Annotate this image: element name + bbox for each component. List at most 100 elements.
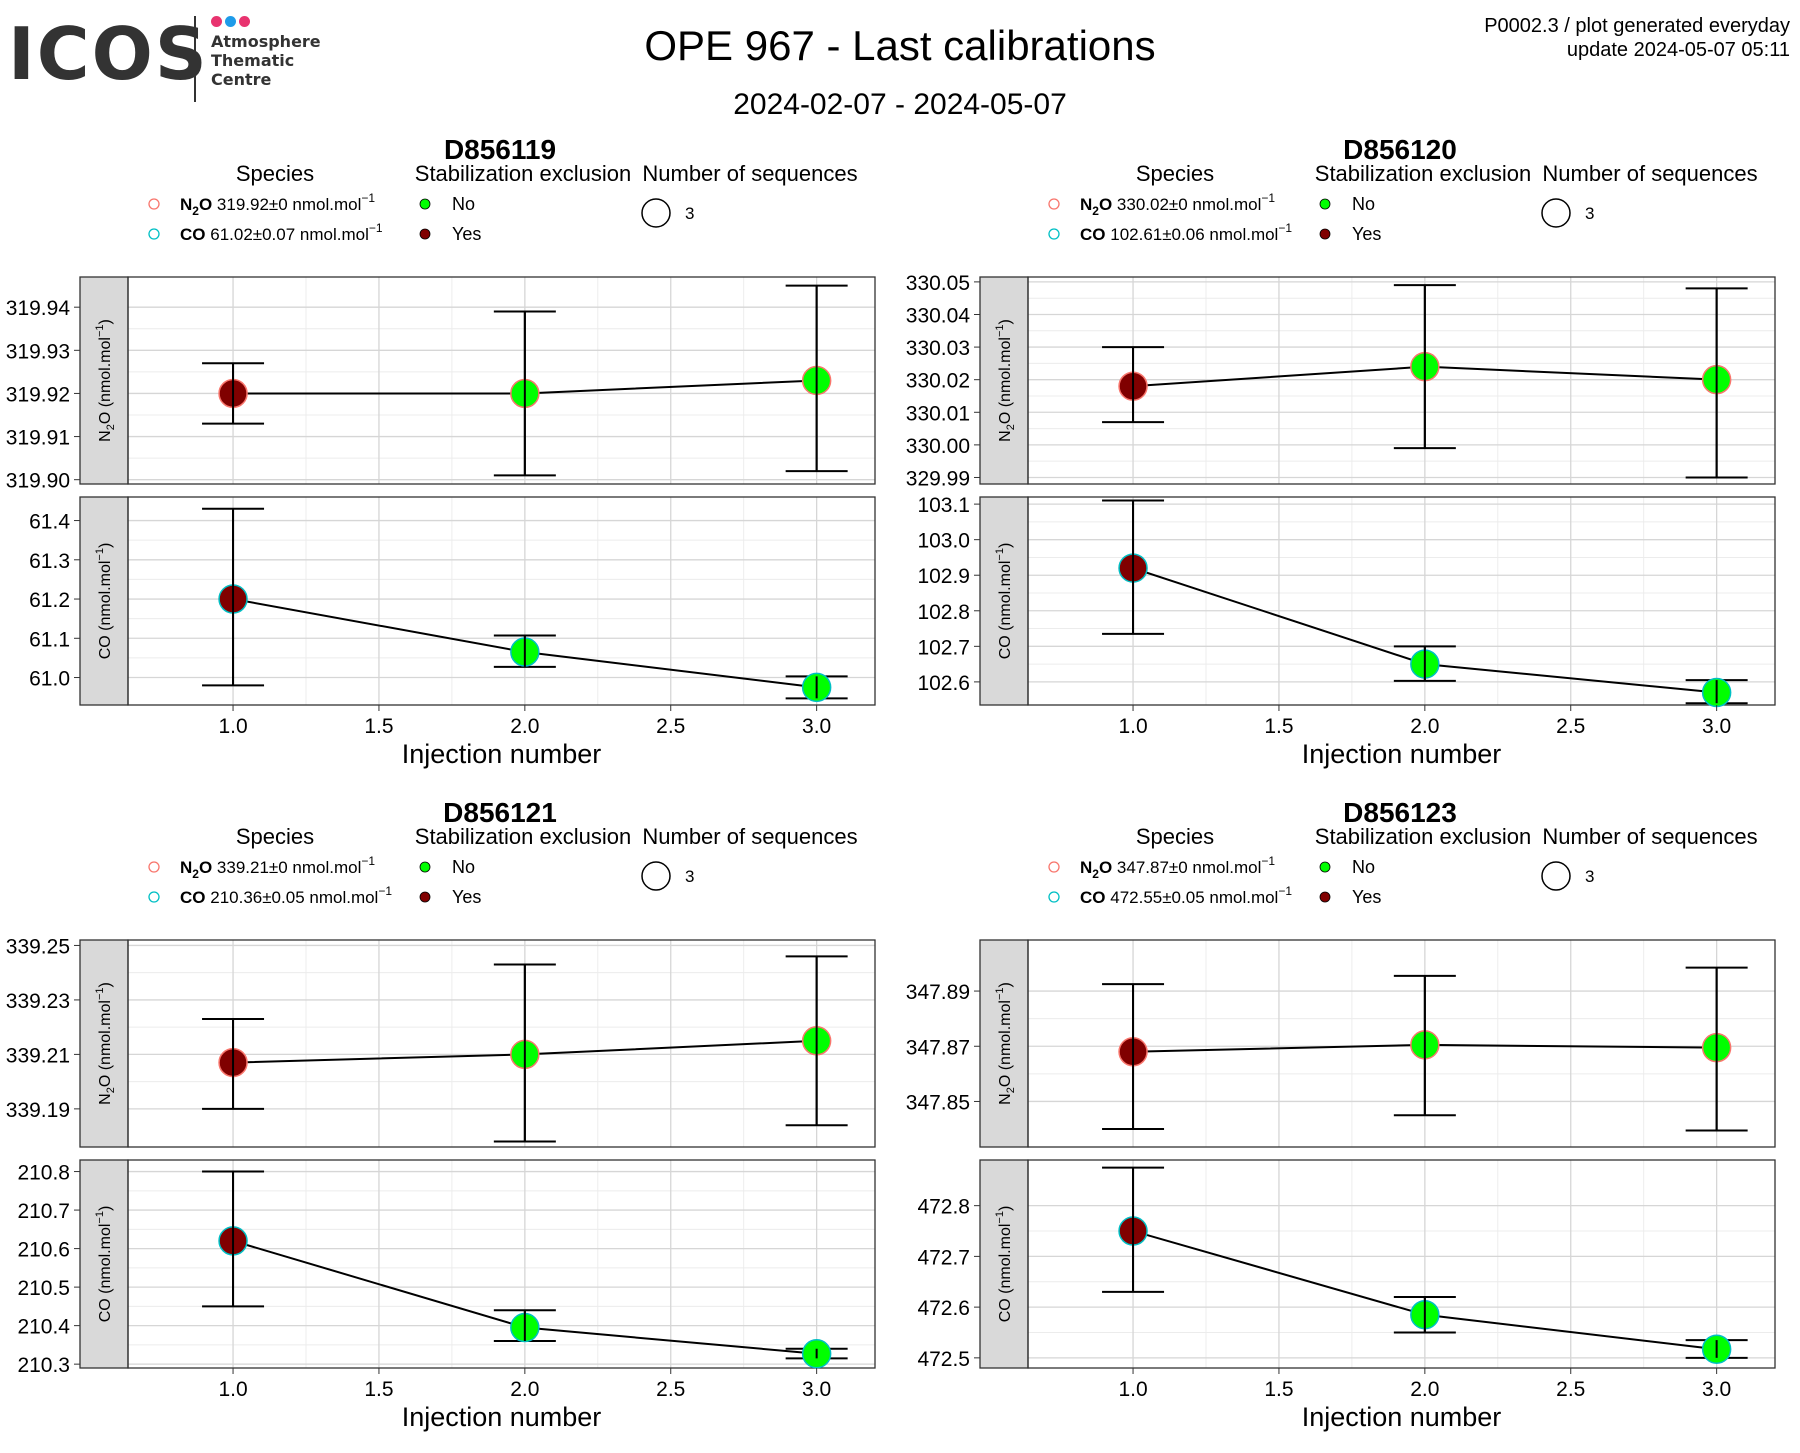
info-line-1: P0002.3 / plot generated everyday xyxy=(1484,15,1790,37)
y-tick-label: 347.87 xyxy=(906,1036,970,1059)
legend-sequences-key xyxy=(641,861,671,891)
logo-line-2: Thematic xyxy=(211,51,295,70)
y-tick-label: 319.90 xyxy=(6,470,70,493)
chart-svg-2: D856120 Species Stabilization exclusion Num… xyxy=(906,134,1776,769)
x-tick-label: 1.5 xyxy=(364,1378,393,1401)
chart-title: D856119 xyxy=(444,134,556,165)
facet-co: 61.0 61.1 61.2 61.3 61.4 CO (nmol.mol−1) xyxy=(29,496,876,706)
y-tick-label: 319.94 xyxy=(6,297,71,320)
facet-strip-label: N2O (nmol.mol−1) xyxy=(94,319,117,442)
legend-species-title: Species xyxy=(236,161,314,186)
facet-border xyxy=(127,496,876,706)
legend-sequences-value: 3 xyxy=(1585,204,1594,223)
logo-dot-3 xyxy=(239,16,250,27)
legend-stab-yes-label: Yes xyxy=(1352,224,1381,244)
logo-line-1: Atmosphere xyxy=(211,32,321,51)
corner-info: P0002.3 / plot generated everyday update… xyxy=(1484,14,1790,62)
chart-svg-3: D856121 Species Stabilization exclusion Num… xyxy=(6,797,876,1432)
legend-species-label-co: CO 472.55±0.05 nmol.mol−1 xyxy=(1080,884,1292,907)
legend-sequences-key xyxy=(1541,861,1571,891)
legend-species-label-n2o: N2O 347.87±0 nmol.mol−1 xyxy=(1080,854,1275,881)
x-tick-label: 1.0 xyxy=(218,715,247,738)
logo-separator xyxy=(194,16,196,102)
facet-strip xyxy=(79,276,129,485)
y-tick-label: 210.7 xyxy=(17,1200,70,1223)
legend-sequences-title: Number of sequences xyxy=(642,161,857,186)
y-tick-label: 329.99 xyxy=(906,467,970,490)
y-tick-label: 61.4 xyxy=(29,511,70,534)
x-tick-label: 1.0 xyxy=(218,1378,247,1401)
legend-species-title: Species xyxy=(236,824,314,849)
legend-stab-no-label: No xyxy=(1352,194,1375,214)
y-tick-label: 347.89 xyxy=(906,981,970,1004)
logo-subtitle: Atmosphere Thematic Centre xyxy=(211,32,321,89)
legend-species-label-co: CO 61.02±0.07 nmol.mol−1 xyxy=(180,221,383,244)
legend-species-key-n2o xyxy=(148,198,160,210)
x-tick-label: 2.5 xyxy=(1556,1378,1585,1401)
legend-sequences-title: Number of sequences xyxy=(642,824,857,849)
facet-strip xyxy=(79,496,129,706)
legend-stab-yes-key xyxy=(1319,891,1331,903)
chart-title: D856120 xyxy=(1343,134,1457,165)
legend-stabilization-title: Stabilization exclusion xyxy=(415,824,631,849)
facet-n2o: 329.99 330.00 330.01 330.02 330.03 330.04 330.… xyxy=(906,272,1776,490)
facet-n2o: 319.90 319.91 319.92 319.93 319.94 N2O (nmol.… xyxy=(6,276,876,493)
legend-species-label-n2o: N2O 330.02±0 nmol.mol−1 xyxy=(1080,191,1275,218)
y-tick-label: 347.85 xyxy=(906,1091,970,1114)
y-tick-label: 61.1 xyxy=(29,628,70,651)
chart-title: D856123 xyxy=(1343,797,1457,828)
x-tick-label: 2.0 xyxy=(510,1378,539,1401)
legend-stabilization-title: Stabilization exclusion xyxy=(1315,824,1531,849)
calibration-panel-3: D856121 Species Stabilization exclusion Num… xyxy=(0,793,890,1453)
legend-sequences-title: Number of sequences xyxy=(1542,161,1757,186)
y-tick-label: 330.01 xyxy=(906,402,970,425)
legend-stab-yes-key xyxy=(419,891,431,903)
legend-stab-no-key xyxy=(1319,861,1331,873)
page-title: OPE 967 - Last calibrations xyxy=(644,22,1156,69)
x-tick-label: 3.0 xyxy=(1702,1378,1731,1401)
x-tick-label: 3.0 xyxy=(1702,715,1731,738)
x-tick-label: 2.5 xyxy=(656,715,685,738)
logo-wordmark: ICOS xyxy=(8,12,209,96)
facet-strip xyxy=(979,939,1029,1148)
y-tick-label: 102.9 xyxy=(917,565,970,588)
y-tick-label: 102.7 xyxy=(917,636,970,659)
x-tick-label: 2.0 xyxy=(510,715,539,738)
facet-border xyxy=(1027,1159,1776,1369)
x-tick-label: 2.5 xyxy=(1556,715,1585,738)
facet-strip xyxy=(79,939,129,1148)
x-axis-title: Injection number xyxy=(1302,739,1502,769)
legend-sequences-key xyxy=(1541,198,1571,228)
x-tick-label: 1.0 xyxy=(1118,715,1147,738)
calibration-panel-1: D856119 Species Stabilization exclusion Num… xyxy=(0,130,890,790)
y-tick-label: 103.0 xyxy=(917,530,970,553)
facet-strip xyxy=(979,1159,1029,1369)
x-tick-label: 1.5 xyxy=(1264,715,1293,738)
facet-strip-label: N2O (nmol.mol−1) xyxy=(994,319,1017,442)
legend-species-label-co: CO 102.61±0.06 nmol.mol−1 xyxy=(1080,221,1292,244)
y-tick-label: 330.02 xyxy=(906,370,970,393)
y-tick-label: 339.19 xyxy=(6,1099,70,1122)
legend-stabilization-title: Stabilization exclusion xyxy=(415,161,631,186)
facet-strip xyxy=(979,496,1029,706)
legend-species-title: Species xyxy=(1136,161,1214,186)
y-tick-label: 472.8 xyxy=(917,1196,970,1219)
logo-line-3: Centre xyxy=(211,70,272,89)
calibration-panel-4: D856123 Species Stabilization exclusion Num… xyxy=(900,793,1790,1453)
y-tick-label: 472.5 xyxy=(917,1348,970,1371)
facet-border xyxy=(127,276,876,485)
legend-sequences-value: 3 xyxy=(685,867,694,886)
legend-species-key-n2o xyxy=(148,861,160,873)
legend-sequences-value: 3 xyxy=(1585,867,1594,886)
facet-strip-label: CO (nmol.mol−1) xyxy=(994,543,1014,660)
logo-dot-2 xyxy=(225,16,236,27)
legend-stab-yes-key xyxy=(419,228,431,240)
facet-n2o: 347.85 347.87 347.89 N2O (nmol.mol−1) xyxy=(906,939,1776,1148)
facet-strip xyxy=(79,1159,129,1369)
facet-strip-label: CO (nmol.mol−1) xyxy=(94,1206,114,1323)
y-tick-label: 330.00 xyxy=(906,435,970,458)
y-tick-label: 210.3 xyxy=(17,1354,70,1377)
y-tick-label: 210.4 xyxy=(17,1316,70,1339)
legend-species-label-n2o: N2O 319.92±0 nmol.mol−1 xyxy=(180,191,375,218)
icos-logo: ICOS Atmosphere Thematic Centre xyxy=(8,14,338,109)
